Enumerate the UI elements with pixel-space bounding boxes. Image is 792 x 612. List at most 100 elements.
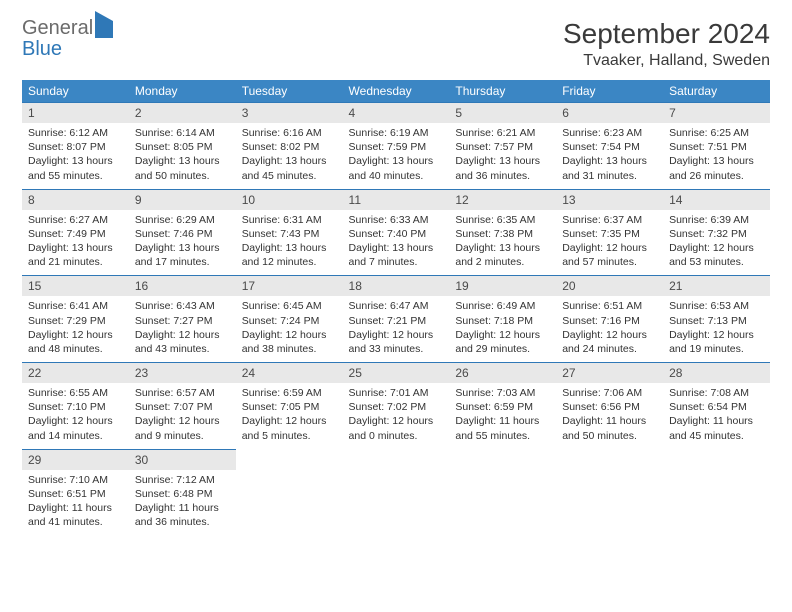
calendar-cell: 28Sunrise: 7:08 AMSunset: 6:54 PMDayligh… [663, 362, 770, 449]
sunset-line: Sunset: 7:43 PM [242, 227, 337, 241]
calendar-cell: 1Sunrise: 6:12 AMSunset: 8:07 PMDaylight… [22, 102, 129, 189]
sunset-line: Sunset: 8:07 PM [28, 140, 123, 154]
day-number: 14 [663, 189, 770, 210]
sunrise-line: Sunrise: 6:55 AM [28, 386, 123, 400]
daylight-line: Daylight: 13 hours and 21 minutes. [28, 241, 123, 269]
day-number: 9 [129, 189, 236, 210]
day-number: 30 [129, 449, 236, 470]
sunrise-line: Sunrise: 6:16 AM [242, 126, 337, 140]
daylight-line: Daylight: 13 hours and 31 minutes. [562, 154, 657, 182]
calendar-cell: 24Sunrise: 6:59 AMSunset: 7:05 PMDayligh… [236, 362, 343, 449]
day-number: 2 [129, 102, 236, 123]
sunset-line: Sunset: 7:05 PM [242, 400, 337, 414]
calendar-cell [236, 449, 343, 536]
day-number: 26 [449, 362, 556, 383]
sunrise-line: Sunrise: 6:37 AM [562, 213, 657, 227]
sunset-line: Sunset: 7:02 PM [349, 400, 444, 414]
daylight-line: Daylight: 12 hours and 57 minutes. [562, 241, 657, 269]
day-details: Sunrise: 6:21 AMSunset: 7:57 PMDaylight:… [449, 123, 556, 189]
day-details: Sunrise: 6:23 AMSunset: 7:54 PMDaylight:… [556, 123, 663, 189]
day-header: Friday [556, 80, 663, 102]
calendar-cell: 18Sunrise: 6:47 AMSunset: 7:21 PMDayligh… [343, 275, 450, 362]
daylight-line: Daylight: 12 hours and 29 minutes. [455, 328, 550, 356]
day-number: 21 [663, 275, 770, 296]
calendar-cell: 4Sunrise: 6:19 AMSunset: 7:59 PMDaylight… [343, 102, 450, 189]
day-details: Sunrise: 6:39 AMSunset: 7:32 PMDaylight:… [663, 210, 770, 276]
sunrise-line: Sunrise: 6:12 AM [28, 126, 123, 140]
calendar-cell: 5Sunrise: 6:21 AMSunset: 7:57 PMDaylight… [449, 102, 556, 189]
calendar-cell: 23Sunrise: 6:57 AMSunset: 7:07 PMDayligh… [129, 362, 236, 449]
sunrise-line: Sunrise: 6:31 AM [242, 213, 337, 227]
sunrise-line: Sunrise: 6:21 AM [455, 126, 550, 140]
day-details: Sunrise: 6:41 AMSunset: 7:29 PMDaylight:… [22, 296, 129, 362]
sunset-line: Sunset: 7:38 PM [455, 227, 550, 241]
day-number: 28 [663, 362, 770, 383]
daylight-line: Daylight: 12 hours and 9 minutes. [135, 414, 230, 442]
day-details: Sunrise: 6:49 AMSunset: 7:18 PMDaylight:… [449, 296, 556, 362]
sunset-line: Sunset: 8:05 PM [135, 140, 230, 154]
day-number: 19 [449, 275, 556, 296]
day-number: 7 [663, 102, 770, 123]
calendar-cell: 11Sunrise: 6:33 AMSunset: 7:40 PMDayligh… [343, 189, 450, 276]
calendar-cell: 12Sunrise: 6:35 AMSunset: 7:38 PMDayligh… [449, 189, 556, 276]
daylight-line: Daylight: 11 hours and 50 minutes. [562, 414, 657, 442]
sunrise-line: Sunrise: 6:35 AM [455, 213, 550, 227]
calendar-cell [449, 449, 556, 536]
day-number: 10 [236, 189, 343, 210]
daylight-line: Daylight: 13 hours and 26 minutes. [669, 154, 764, 182]
day-details: Sunrise: 6:16 AMSunset: 8:02 PMDaylight:… [236, 123, 343, 189]
daylight-line: Daylight: 12 hours and 53 minutes. [669, 241, 764, 269]
day-details: Sunrise: 6:53 AMSunset: 7:13 PMDaylight:… [663, 296, 770, 362]
title-block: September 2024 Tvaaker, Halland, Sweden [563, 18, 770, 70]
sunrise-line: Sunrise: 6:57 AM [135, 386, 230, 400]
sunrise-line: Sunrise: 6:59 AM [242, 386, 337, 400]
logo-triangle-icon [95, 11, 113, 38]
day-details: Sunrise: 6:43 AMSunset: 7:27 PMDaylight:… [129, 296, 236, 362]
sunrise-line: Sunrise: 6:43 AM [135, 299, 230, 313]
day-details: Sunrise: 6:29 AMSunset: 7:46 PMDaylight:… [129, 210, 236, 276]
calendar-cell: 25Sunrise: 7:01 AMSunset: 7:02 PMDayligh… [343, 362, 450, 449]
sunrise-line: Sunrise: 7:12 AM [135, 473, 230, 487]
calendar-cell: 22Sunrise: 6:55 AMSunset: 7:10 PMDayligh… [22, 362, 129, 449]
daylight-line: Daylight: 12 hours and 38 minutes. [242, 328, 337, 356]
day-number: 15 [22, 275, 129, 296]
day-details: Sunrise: 6:37 AMSunset: 7:35 PMDaylight:… [556, 210, 663, 276]
day-details: Sunrise: 6:33 AMSunset: 7:40 PMDaylight:… [343, 210, 450, 276]
sunrise-line: Sunrise: 7:06 AM [562, 386, 657, 400]
month-title: September 2024 [563, 18, 770, 50]
day-details: Sunrise: 6:55 AMSunset: 7:10 PMDaylight:… [22, 383, 129, 449]
sunrise-line: Sunrise: 6:39 AM [669, 213, 764, 227]
sunset-line: Sunset: 7:21 PM [349, 314, 444, 328]
day-details: Sunrise: 6:12 AMSunset: 8:07 PMDaylight:… [22, 123, 129, 189]
sunset-line: Sunset: 7:29 PM [28, 314, 123, 328]
day-number: 16 [129, 275, 236, 296]
sunrise-line: Sunrise: 6:41 AM [28, 299, 123, 313]
daylight-line: Daylight: 11 hours and 41 minutes. [28, 501, 123, 529]
sunset-line: Sunset: 7:40 PM [349, 227, 444, 241]
day-number: 5 [449, 102, 556, 123]
day-number: 6 [556, 102, 663, 123]
calendar-cell: 2Sunrise: 6:14 AMSunset: 8:05 PMDaylight… [129, 102, 236, 189]
daylight-line: Daylight: 12 hours and 19 minutes. [669, 328, 764, 356]
calendar-cell [556, 449, 663, 536]
day-number: 13 [556, 189, 663, 210]
calendar-cell: 15Sunrise: 6:41 AMSunset: 7:29 PMDayligh… [22, 275, 129, 362]
daylight-line: Daylight: 12 hours and 48 minutes. [28, 328, 123, 356]
daylight-line: Daylight: 13 hours and 40 minutes. [349, 154, 444, 182]
sunset-line: Sunset: 7:32 PM [669, 227, 764, 241]
daylight-line: Daylight: 13 hours and 17 minutes. [135, 241, 230, 269]
calendar-head: SundayMondayTuesdayWednesdayThursdayFrid… [22, 80, 770, 102]
day-number: 23 [129, 362, 236, 383]
sunset-line: Sunset: 7:54 PM [562, 140, 657, 154]
daylight-line: Daylight: 13 hours and 50 minutes. [135, 154, 230, 182]
day-details: Sunrise: 6:25 AMSunset: 7:51 PMDaylight:… [663, 123, 770, 189]
calendar-cell: 14Sunrise: 6:39 AMSunset: 7:32 PMDayligh… [663, 189, 770, 276]
sunset-line: Sunset: 7:46 PM [135, 227, 230, 241]
calendar-cell [663, 449, 770, 536]
daylight-line: Daylight: 13 hours and 36 minutes. [455, 154, 550, 182]
sunset-line: Sunset: 7:51 PM [669, 140, 764, 154]
day-details: Sunrise: 6:19 AMSunset: 7:59 PMDaylight:… [343, 123, 450, 189]
day-header: Thursday [449, 80, 556, 102]
daylight-line: Daylight: 12 hours and 33 minutes. [349, 328, 444, 356]
sunset-line: Sunset: 6:48 PM [135, 487, 230, 501]
